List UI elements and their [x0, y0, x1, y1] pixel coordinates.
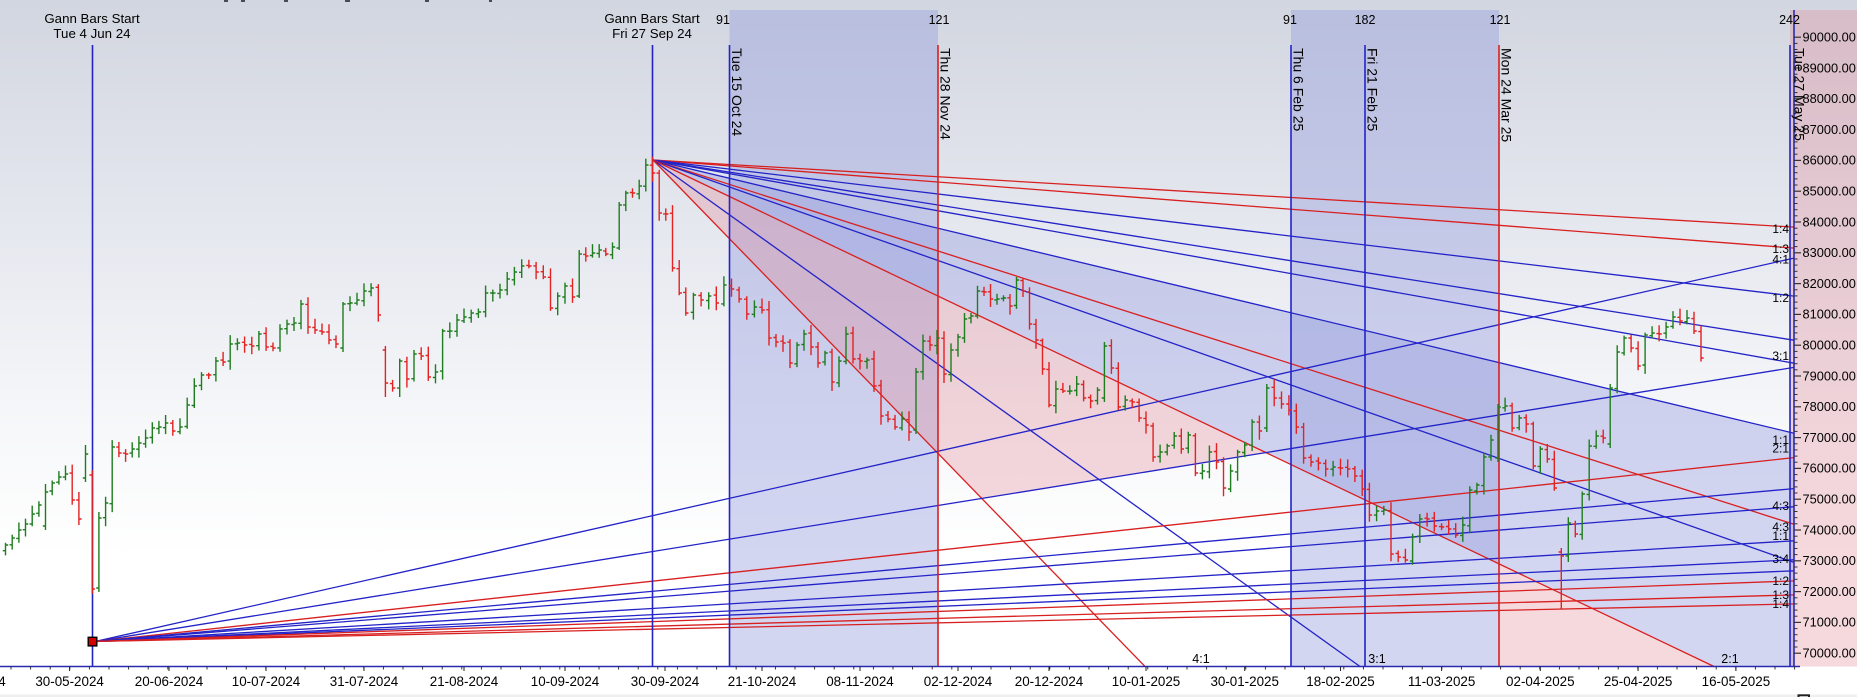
svg-text:25-04-2025: 25-04-2025: [1604, 674, 1673, 689]
svg-text:3:4: 3:4: [1772, 552, 1789, 566]
svg-text:78000.00: 78000.00: [1803, 399, 1856, 414]
svg-text:Tue 15 Oct 24: Tue 15 Oct 24: [729, 48, 745, 136]
svg-text:Mon 24 Mar 25: Mon 24 Mar 25: [1499, 48, 1515, 142]
svg-text:10-01-2025: 10-01-2025: [1112, 674, 1181, 689]
svg-text:182: 182: [1355, 13, 1376, 27]
svg-text:10-07-2024: 10-07-2024: [232, 674, 301, 689]
svg-text:80000.00: 80000.00: [1803, 338, 1856, 353]
svg-text:Thu 6 Feb 25: Thu 6 Feb 25: [1291, 48, 1307, 131]
svg-text:4:1: 4:1: [1772, 253, 1789, 267]
svg-text:18-02-2025: 18-02-2025: [1306, 674, 1375, 689]
svg-text:11-03-2025: 11-03-2025: [1408, 674, 1476, 689]
svg-text:89000.00: 89000.00: [1803, 60, 1856, 75]
svg-text:81000.00: 81000.00: [1803, 307, 1856, 322]
svg-text:3:1: 3:1: [1772, 349, 1789, 363]
svg-text:4: 4: [0, 674, 6, 689]
svg-text:88000.00: 88000.00: [1803, 91, 1856, 106]
svg-text:1:1: 1:1: [1772, 529, 1789, 543]
svg-text:2:1: 2:1: [1772, 442, 1789, 456]
svg-text:91: 91: [1283, 13, 1297, 27]
svg-text:121: 121: [1490, 13, 1511, 27]
svg-text:75000.00: 75000.00: [1803, 492, 1856, 507]
svg-text:85000.00: 85000.00: [1803, 184, 1856, 199]
svg-text:83000.00: 83000.00: [1803, 245, 1856, 260]
svg-text:16-05-2025: 16-05-2025: [1702, 674, 1771, 689]
svg-text:21-08-2024: 21-08-2024: [430, 674, 499, 689]
svg-text:1:3: 1:3: [1772, 588, 1789, 602]
svg-text:71000.00: 71000.00: [1803, 615, 1856, 630]
svg-text:73000.00: 73000.00: [1803, 553, 1856, 568]
svg-text:30-01-2025: 30-01-2025: [1210, 674, 1279, 689]
svg-text:Gann Bars Start: Gann Bars Start: [604, 11, 700, 26]
svg-text:79000.00: 79000.00: [1803, 368, 1856, 383]
svg-text:08-11-2024: 08-11-2024: [826, 674, 894, 689]
svg-text:02-12-2024: 02-12-2024: [924, 674, 993, 689]
svg-text:Fri 21 Feb 25: Fri 21 Feb 25: [1365, 48, 1381, 131]
svg-text:76000.00: 76000.00: [1803, 461, 1856, 476]
svg-text:87000.00: 87000.00: [1803, 122, 1856, 137]
svg-text:4:1: 4:1: [1192, 652, 1209, 666]
svg-text:84000.00: 84000.00: [1803, 214, 1856, 229]
svg-text:72000.00: 72000.00: [1803, 584, 1856, 599]
svg-text:1:3: 1:3: [1772, 242, 1789, 256]
svg-text:4:3: 4:3: [1772, 499, 1789, 513]
svg-text:20-12-2024: 20-12-2024: [1015, 674, 1084, 689]
svg-text:90000.00: 90000.00: [1803, 30, 1856, 45]
svg-text:Fri 27 Sep 24: Fri 27 Sep 24: [612, 26, 692, 41]
svg-text:02-04-2025: 02-04-2025: [1506, 674, 1575, 689]
svg-text:1:4: 1:4: [1772, 597, 1789, 611]
svg-text:30-09-2024: 30-09-2024: [631, 674, 700, 689]
svg-text:1:2: 1:2: [1772, 291, 1789, 305]
svg-text:21-10-2024: 21-10-2024: [728, 674, 797, 689]
svg-text:30-05-2024: 30-05-2024: [35, 674, 104, 689]
svg-text:Tue 4 Jun 24: Tue 4 Jun 24: [53, 26, 130, 41]
svg-text:Gann Bars Start: Gann Bars Start: [44, 11, 140, 26]
svg-text:1:4: 1:4: [1772, 222, 1789, 236]
svg-text:70000.00: 70000.00: [1803, 646, 1856, 661]
svg-text:82000.00: 82000.00: [1803, 276, 1856, 291]
svg-text:242: 242: [1779, 13, 1800, 27]
svg-text:10-09-2024: 10-09-2024: [531, 674, 600, 689]
svg-text:86000.00: 86000.00: [1803, 153, 1856, 168]
svg-text:77000.00: 77000.00: [1803, 430, 1856, 445]
svg-text:74000.00: 74000.00: [1803, 522, 1856, 537]
svg-text:31-07-2024: 31-07-2024: [330, 674, 399, 689]
svg-text:3:1: 3:1: [1368, 652, 1385, 666]
svg-text:1:1: 1:1: [1772, 433, 1789, 447]
svg-text:20-06-2024: 20-06-2024: [135, 674, 204, 689]
svg-text:4:3: 4:3: [1772, 520, 1789, 534]
svg-text:1:2: 1:2: [1772, 574, 1789, 588]
svg-text:121: 121: [929, 13, 950, 27]
svg-text:91: 91: [716, 13, 730, 27]
svg-text:2:1: 2:1: [1721, 652, 1738, 666]
svg-text:Thu 28 Nov 24: Thu 28 Nov 24: [938, 48, 954, 140]
svg-text:Tue 27 May 25: Tue 27 May 25: [1792, 48, 1808, 141]
